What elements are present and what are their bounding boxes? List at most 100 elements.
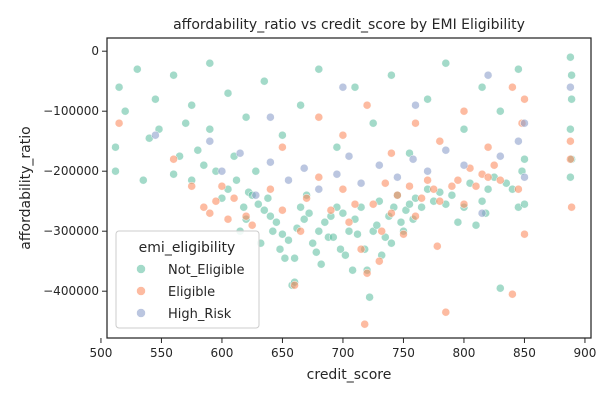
data-point-high-risk [314, 184, 324, 194]
data-point-not-eligible [387, 238, 396, 248]
legend-box [115, 230, 260, 329]
data-point-not-eligible [241, 112, 251, 122]
x-axis: 500 550 600 650 700 750 800 850 900 [89, 338, 596, 360]
data-point-eligible [356, 244, 366, 254]
data-point-eligible [459, 199, 469, 209]
data-point-eligible [483, 142, 493, 152]
x-tick-label: 700 [331, 346, 354, 360]
data-point-not-eligible [350, 82, 360, 92]
data-point-not-eligible [151, 94, 160, 104]
x-tick-label: 850 [513, 346, 536, 360]
data-point-not-eligible [368, 118, 378, 128]
data-point-not-eligible [320, 217, 330, 227]
data-point-eligible [205, 208, 215, 218]
data-point-eligible [508, 82, 517, 92]
data-point-eligible [314, 112, 324, 122]
x-tick-label: 650 [271, 346, 294, 360]
data-point-not-eligible [332, 142, 342, 152]
x-tick-label: 500 [89, 346, 112, 360]
plot-frame [106, 37, 592, 339]
data-point-high-risk [356, 178, 366, 188]
data-point-eligible [368, 199, 378, 209]
data-point-high-risk [520, 118, 529, 128]
data-point-eligible [326, 205, 336, 215]
data-point-eligible [278, 205, 287, 215]
data-point-not-eligible [199, 160, 209, 170]
data-point-eligible [423, 175, 432, 185]
data-point-eligible [520, 94, 529, 104]
data-point-eligible [417, 193, 426, 203]
data-point-not-eligible [296, 100, 305, 110]
x-axis-label: credit_score [307, 367, 392, 383]
data-point-not-eligible [169, 169, 178, 179]
x-tick-label: 800 [452, 346, 475, 360]
data-point-high-risk [235, 148, 245, 158]
data-point-high-risk [411, 100, 420, 110]
data-point-not-eligible [329, 232, 338, 242]
data-point-not-eligible [316, 259, 326, 269]
data-point-not-eligible [314, 226, 324, 236]
data-point-eligible [453, 175, 463, 185]
data-point-not-eligible [223, 88, 233, 98]
data-point-eligible [381, 178, 390, 188]
data-point-not-eligible [447, 190, 457, 200]
data-point-not-eligible [278, 229, 287, 239]
data-point-not-eligible [471, 220, 481, 230]
data-point-high-risk [393, 172, 402, 182]
data-point-eligible [393, 190, 402, 200]
legend-title: emi_eligibility [139, 240, 236, 256]
data-point-not-eligible [441, 58, 451, 68]
data-point-eligible [211, 196, 221, 206]
legend-marker-eligible [136, 286, 146, 296]
data-point-not-eligible [114, 82, 124, 92]
data-point-eligible [229, 193, 239, 203]
data-point-not-eligible [299, 214, 309, 224]
data-point-eligible [459, 106, 469, 116]
data-point-eligible [377, 226, 386, 236]
data-point-eligible [441, 307, 451, 317]
data-point-high-risk [408, 154, 418, 164]
data-point-eligible [435, 136, 445, 146]
data-point-eligible [567, 202, 576, 212]
data-point-not-eligible [263, 193, 273, 203]
y-tick-label: 0 [91, 44, 99, 58]
data-point-eligible [489, 160, 499, 170]
data-point-eligible [338, 184, 348, 194]
data-point-not-eligible [477, 82, 487, 92]
data-point-eligible [302, 193, 311, 203]
data-point-not-eligible [417, 202, 426, 212]
data-point-not-eligible [187, 100, 196, 110]
data-point-not-eligible [566, 52, 575, 62]
data-point-not-eligible [278, 130, 287, 140]
data-point-eligible [169, 154, 178, 164]
data-point-eligible [387, 208, 396, 218]
data-point-eligible [514, 184, 523, 194]
data-point-eligible [266, 184, 275, 194]
data-point-eligible [411, 211, 420, 221]
legend-label-not-eligible: Not_Eligible [168, 263, 244, 278]
data-point-not-eligible [453, 217, 463, 227]
data-point-eligible [296, 226, 305, 236]
data-point-eligible [278, 142, 287, 152]
data-point-not-eligible [423, 94, 432, 104]
data-point-eligible [411, 118, 420, 128]
data-point-high-risk [251, 190, 261, 200]
data-point-eligible [520, 229, 529, 239]
data-point-not-eligible [272, 217, 281, 227]
x-tick-label: 600 [210, 346, 233, 360]
data-point-not-eligible [314, 64, 324, 74]
data-point-eligible [290, 280, 299, 290]
data-point-not-eligible [344, 226, 354, 236]
data-point-not-eligible [372, 220, 382, 230]
data-point-eligible [114, 118, 124, 128]
data-point-high-risk [299, 163, 309, 173]
data-point-eligible [399, 229, 408, 239]
data-point-high-risk [459, 160, 469, 170]
data-point-high-risk [520, 172, 529, 182]
data-point-eligible [508, 289, 517, 299]
data-point-not-eligible [296, 202, 305, 212]
data-point-not-eligible [365, 292, 374, 302]
legend-label-high-risk: High_Risk [168, 307, 232, 322]
legend: emi_eligibility Not_Eligible Eligible High… [115, 230, 260, 329]
data-point-not-eligible [459, 124, 469, 134]
